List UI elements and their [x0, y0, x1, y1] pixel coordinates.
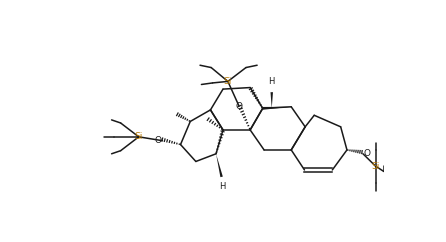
- Text: O: O: [154, 136, 161, 145]
- Text: Si: Si: [224, 77, 232, 86]
- Text: Si: Si: [372, 162, 380, 171]
- Polygon shape: [216, 154, 223, 177]
- Text: H: H: [219, 182, 226, 190]
- Text: O: O: [235, 102, 243, 111]
- Text: Si: Si: [135, 132, 143, 141]
- Polygon shape: [271, 92, 273, 108]
- Text: O: O: [363, 149, 371, 158]
- Polygon shape: [263, 107, 291, 110]
- Text: H: H: [268, 77, 275, 86]
